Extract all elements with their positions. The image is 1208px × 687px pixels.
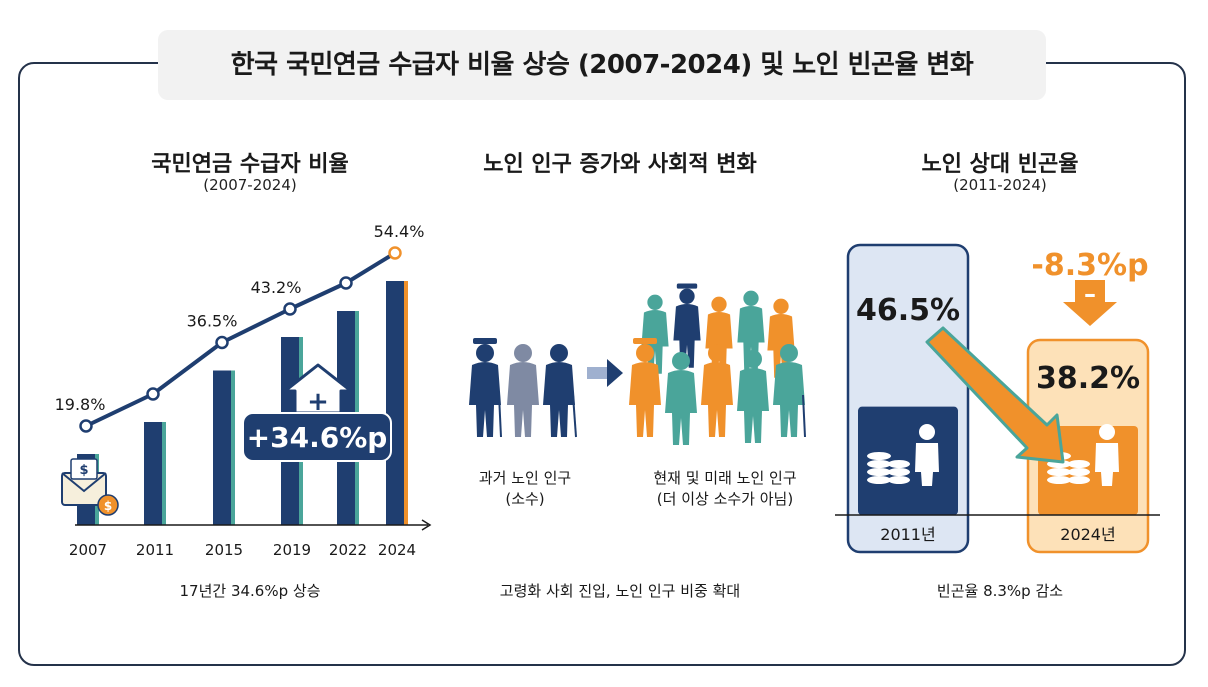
x-tick-label: 2011: [136, 541, 174, 559]
page-title: 한국 국민연금 수급자 비율 상승 (2007-2024) 및 노인 빈곤율 변…: [158, 30, 1046, 100]
bar-accent-2011: [162, 422, 166, 525]
poverty-value-label: 38.2%: [1036, 361, 1140, 396]
population-illustration: [469, 283, 806, 445]
minus-down-arrow-icon: –: [1063, 280, 1117, 326]
poverty-category-label: 2024년: [1060, 525, 1115, 544]
point-2022: [339, 276, 353, 290]
poverty-category-label: 2011년: [880, 525, 935, 544]
point-2015: [215, 335, 229, 350]
bar-2011: [144, 422, 162, 525]
past-label-line2: (소수): [505, 490, 545, 508]
bar-2024: [386, 281, 404, 525]
series-line: [85, 251, 397, 428]
data-label: 43.2%: [251, 278, 302, 297]
data-label: 36.5%: [187, 312, 238, 331]
future-label-line1: 현재 및 미래 노인 인구: [653, 469, 797, 487]
middle-panel-caption: 고령화 사회 진입, 노인 인구 비중 확대: [499, 582, 741, 600]
x-tick-label: 2024: [378, 541, 416, 559]
point-2007: [79, 419, 93, 433]
point-2019: [283, 302, 297, 316]
past-elderly-group: [469, 338, 577, 438]
envelope-money-icon: $ $: [61, 458, 119, 516]
right-panel-title: 노인 상대 빈곤율: [921, 152, 1079, 177]
increase-badge: + +34.6%p: [242, 363, 392, 462]
past-label-line1: 과거 노인 인구: [478, 469, 572, 487]
future-population-label: 현재 및 미래 노인 인구 (더 이상 소수가 아님): [615, 468, 835, 510]
bar-accent-2015: [231, 370, 235, 525]
bar-accent-2024: [404, 281, 408, 525]
bar-2015: [213, 370, 231, 525]
x-axis-arrow: [421, 519, 432, 531]
svg-text:$: $: [79, 463, 88, 478]
decrease-arrow-icon: [925, 326, 1065, 464]
point-2024: [388, 246, 402, 260]
x-tick-label: 2015: [205, 541, 243, 559]
x-tick-label: 2022: [329, 541, 367, 559]
left-panel-caption: 17년간 34.6%p 상승: [179, 582, 321, 600]
person-coins-icon: [1047, 424, 1119, 486]
minus-sign: –: [1084, 280, 1096, 308]
person-coins-icon: [867, 424, 939, 486]
right-panel-caption: 빈곤율 8.3%p 감소: [936, 582, 1064, 600]
increase-label: +34.6%p: [247, 421, 388, 454]
data-label: 54.4%: [374, 222, 425, 241]
svg-text:$: $: [104, 499, 112, 513]
future-label-line2: (더 이상 소수가 아님): [656, 490, 794, 508]
right-panel-subtitle: (2011-2024): [953, 176, 1047, 194]
data-label: 19.8%: [55, 395, 106, 414]
arrow-right-icon: [587, 359, 623, 387]
future-elderly-crowd: [629, 283, 806, 445]
poverty-rate-chart: 46.5% 2011년 38.2% 2024년 – -8.3%p: [835, 243, 1160, 554]
change-label: -8.3%p: [1031, 248, 1148, 283]
left-panel-subtitle: (2007-2024): [203, 176, 297, 194]
pension-recipient-chart: 2007 2011 2015 2019 2022 2024 19.8% 36.5% 43.2%…: [55, 222, 432, 559]
middle-panel-title: 노인 인구 증가와 사회적 변화: [483, 152, 757, 177]
x-tick-label: 2007: [69, 541, 107, 559]
plus-sign: +: [307, 387, 329, 417]
left-panel-title: 국민연금 수급자 비율: [151, 152, 349, 177]
x-tick-label: 2019: [273, 541, 311, 559]
past-population-label: 과거 노인 인구 (소수): [455, 468, 595, 510]
point-2011: [146, 387, 160, 401]
poverty-value-label: 46.5%: [856, 293, 960, 328]
